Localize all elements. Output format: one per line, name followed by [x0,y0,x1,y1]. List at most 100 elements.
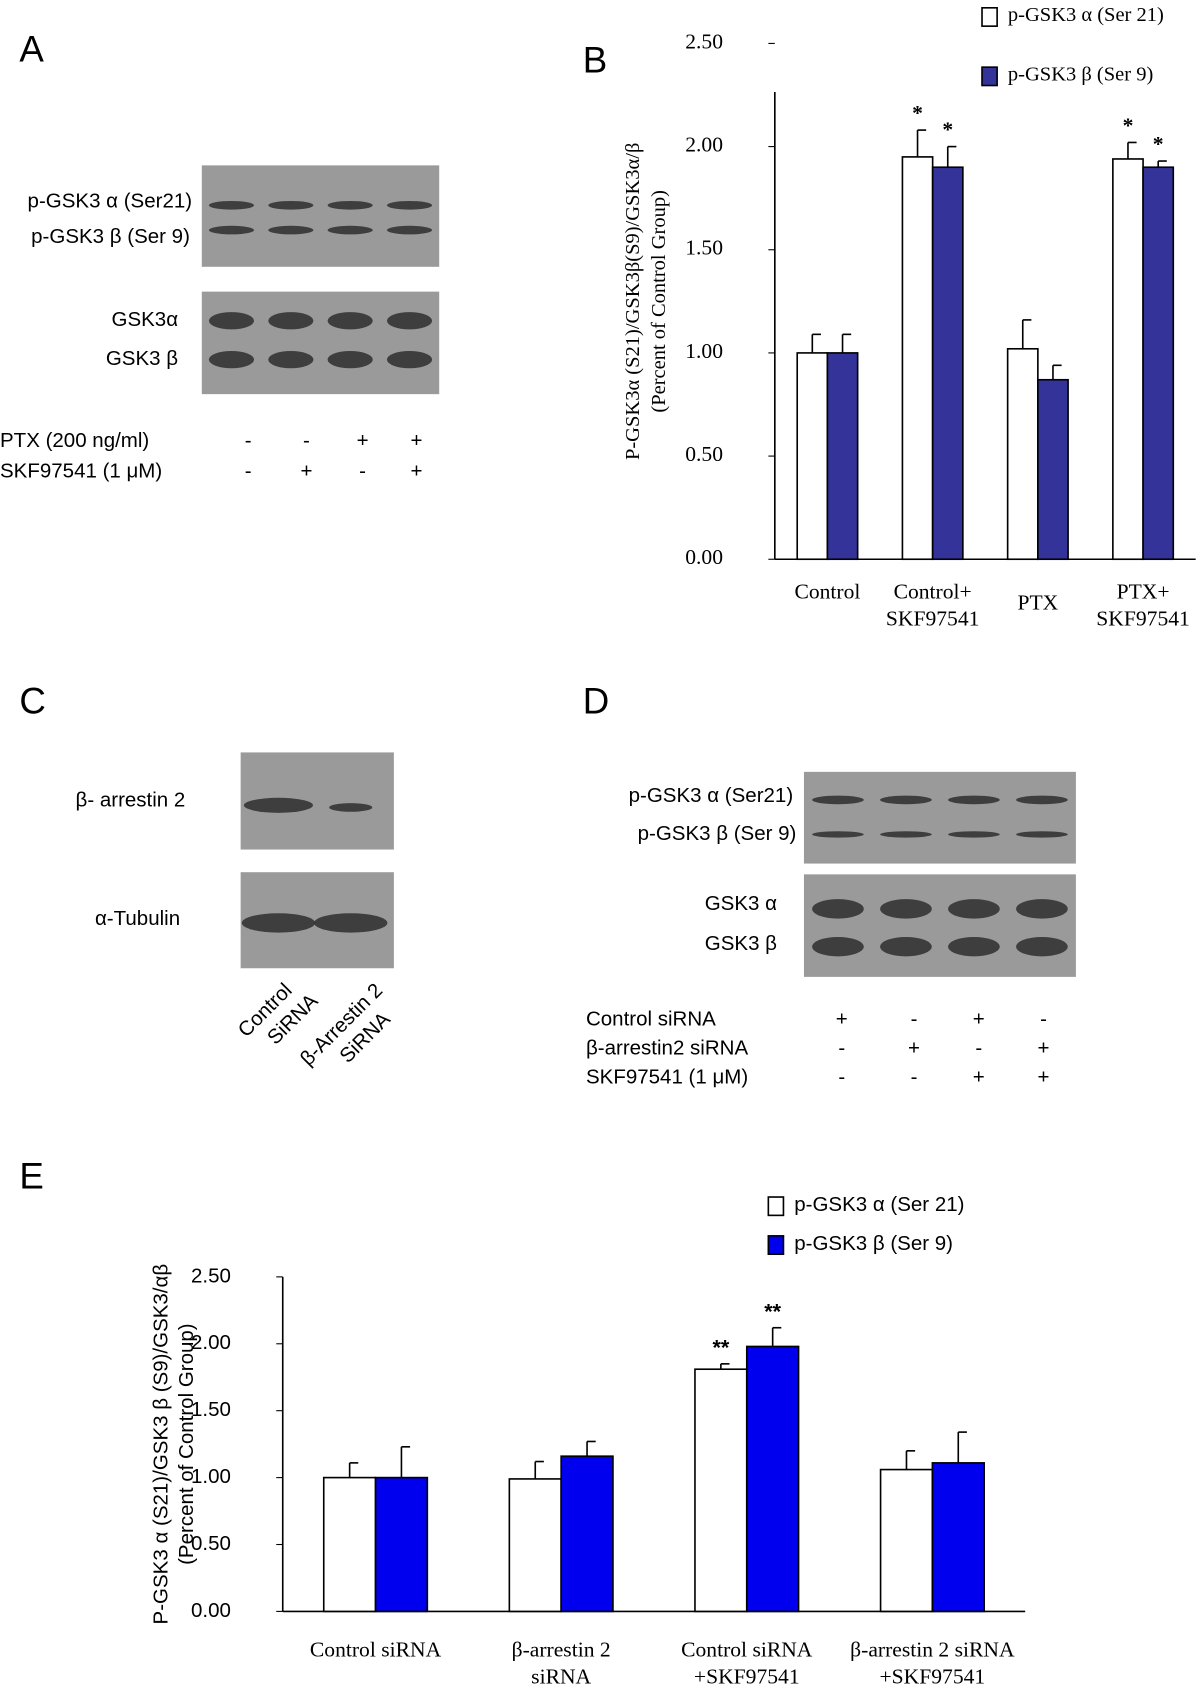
blot-image [803,874,1076,977]
legend-swatch [981,66,998,87]
blot-row-label: β- arrestin 2 [76,788,186,811]
condition-label: Control siRNA [586,1007,716,1030]
band [329,803,373,812]
bar [931,166,964,561]
band [880,936,932,957]
significance-marker: * [1123,113,1134,137]
x-tick-label: SKF97541 [1096,607,1190,631]
bar [1037,378,1069,561]
blot-row-label: GSK3 α [705,892,777,915]
y-axis-label-line: (Percent of Control Group) [175,1323,198,1565]
band [327,312,373,330]
band [327,200,373,210]
y-tick-label: 2.50 [685,29,723,53]
panel-label: D [583,681,609,722]
condition-sign: + [973,1066,985,1089]
error-bar [1021,319,1032,349]
bar-chart: 0.000.501.001.502.002.50P-GSK3 α (S21)/G… [149,1193,1026,1688]
significance-marker: * [1153,132,1164,156]
x-tick-label: PTX+ [1117,580,1170,604]
condition-sign: + [411,459,423,482]
band [314,913,388,933]
x-tick-label: Control siRNA [310,1637,442,1661]
error-bar [1052,364,1062,380]
legend-label: p-GSK3 α (Ser 21) [1008,4,1164,26]
band [1016,795,1068,805]
bar [1112,158,1144,561]
band [268,225,314,235]
bar [1006,347,1039,561]
blot-row-label: p-GSK3 β (Ser 9) [31,225,190,248]
bar [322,1476,377,1613]
y-tick-label: 0.50 [191,1532,231,1555]
band [386,350,433,369]
blot-a: p-GSK3 α (Ser21) p-GSK3 β (Ser 9) GSK3α … [0,165,440,482]
condition-sign: - [245,429,252,452]
bar [745,1345,800,1613]
error-bar [400,1446,411,1478]
bar [901,156,934,561]
y-tick-label: 0.00 [191,1599,231,1622]
band [241,913,316,933]
bar [796,352,829,561]
y-tick-label: 2.50 [191,1264,231,1287]
x-tick-label: +SKF97541 [880,1664,986,1688]
blot-d: p-GSK3 α (Ser21) p-GSK3 β (Ser 9) GSK3 α… [586,771,1076,1089]
condition-sign: + [1038,1037,1050,1060]
y-tick-label: 1.50 [685,236,723,260]
band [880,795,932,805]
band [208,200,255,210]
band [327,225,373,235]
bar [1142,166,1175,561]
blot-row-label: GSK3 β [106,347,178,370]
blot-row-label: p-GSK3 α (Ser21) [629,784,794,807]
condition-label: SKF97541 (1 μM) [0,459,162,482]
legend-label: p-GSK3 β (Ser 9) [1008,64,1153,86]
y-tick-label: 0.00 [685,545,723,569]
blot-row-label: α-Tubulin [95,907,180,930]
error-bar [534,1460,544,1479]
condition-sign: + [908,1037,920,1060]
condition-sign: + [300,459,312,482]
band [880,831,932,838]
condition-sign: - [975,1037,982,1060]
condition-sign: - [1040,1007,1047,1030]
condition-sign: + [836,1007,848,1030]
band [1016,899,1068,919]
band [812,899,864,919]
panel-label: B [583,40,607,81]
bar [560,1455,614,1613]
band [812,831,864,838]
bar [931,1462,985,1613]
error-bar [771,1326,782,1347]
band [812,795,864,805]
bar [374,1476,429,1613]
bar [879,1468,934,1613]
band [948,936,1000,957]
condition-sign: - [838,1066,845,1089]
blot-row-label: p-GSK3 α (Ser21) [28,189,193,212]
band [268,312,314,330]
condition-label: SKF97541 (1 μM) [586,1066,748,1089]
x-tick-label: PTX [1017,591,1058,615]
x-tick-label: β-arrestin 2 [512,1637,611,1661]
y-axis-label: P-GSK3α (S21)/GSK3β(S9)/GSK3α/β (Percent … [622,143,670,460]
y-axis-label-line: P-GSK3 α (S21)/GSK3 β (S9)/GSK3/αβ [149,1264,172,1625]
significance-marker: * [912,101,923,125]
condition-label: PTX (200 ng/ml) [0,429,149,452]
y-axis-label: P-GSK3 α (S21)/GSK3 β (S9)/GSK3/αβ (Perce… [149,1264,198,1625]
band [208,350,255,369]
panel-label: C [19,681,45,722]
significance-marker: ** [712,1334,729,1359]
band [948,795,1000,805]
legend-swatch [767,1235,785,1256]
error-bar [1157,160,1167,168]
y-tick-label: 2.00 [685,133,723,157]
condition-sign: + [411,429,423,452]
error-bar [841,333,852,353]
x-tick-label: SKF97541 [886,607,980,631]
bar [826,352,859,561]
band [208,225,255,235]
x-tick-label: Control+ [894,580,972,604]
